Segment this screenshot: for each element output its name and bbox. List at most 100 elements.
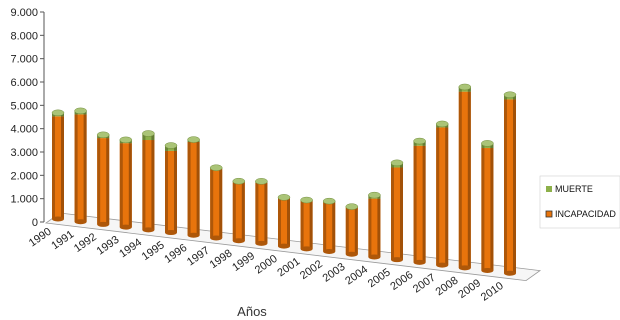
bar-group bbox=[390, 159, 404, 263]
bar-base bbox=[187, 232, 200, 238]
bar-incapacidad-shade bbox=[309, 200, 313, 249]
bar-base bbox=[504, 270, 516, 276]
x-tick-label: 1997 bbox=[185, 245, 212, 269]
bar-group bbox=[322, 197, 336, 255]
legend-label-muerte: MUERTE bbox=[555, 184, 593, 194]
bar-group bbox=[435, 120, 449, 268]
bar-incapacidad-shade bbox=[368, 198, 372, 257]
bar-base bbox=[52, 216, 64, 222]
bar-group bbox=[209, 164, 223, 241]
bar-group bbox=[74, 107, 87, 225]
bar-group bbox=[345, 203, 359, 257]
bar-incapacidad-shade bbox=[128, 143, 132, 228]
x-tick-label: 1998 bbox=[208, 247, 235, 271]
bar-group bbox=[119, 136, 133, 230]
bar-incapacidad-shade bbox=[436, 127, 440, 266]
bar-group bbox=[187, 136, 200, 238]
legend-label-incapacidad: INCAPACIDAD bbox=[555, 209, 616, 219]
bar-group bbox=[96, 131, 110, 227]
bar-base bbox=[481, 268, 494, 274]
bar-incapacidad-shade bbox=[391, 167, 394, 260]
x-tick-label: 2007 bbox=[411, 272, 438, 296]
bar-base bbox=[142, 227, 155, 233]
bar-cap bbox=[345, 203, 359, 210]
bar-incapacidad-shade bbox=[287, 198, 290, 247]
bar-incapacidad-shade bbox=[210, 169, 214, 238]
bar-base bbox=[368, 254, 381, 260]
y-tick-label: 8.000 bbox=[10, 30, 38, 42]
bar-incapacidad-shade bbox=[52, 116, 55, 219]
bar-incapacidad-shade bbox=[400, 167, 403, 260]
bar-incapacidad-shade bbox=[332, 202, 336, 252]
bar-incapacidad-shade bbox=[413, 145, 417, 263]
bar-muerte-shade bbox=[174, 145, 177, 151]
bar-incapacidad-shade bbox=[490, 148, 494, 271]
bar-cap bbox=[300, 196, 313, 204]
y-tick-label: 5.000 bbox=[10, 100, 38, 112]
bar-group bbox=[300, 196, 313, 252]
bar-cap bbox=[503, 91, 517, 98]
y-tick-label: 4.000 bbox=[10, 124, 38, 136]
bar-incapacidad-shade bbox=[142, 140, 146, 230]
bar-group bbox=[255, 178, 268, 246]
y-tick-label: 0 bbox=[32, 217, 38, 229]
bar-base bbox=[436, 262, 449, 268]
bar-cap bbox=[119, 136, 133, 144]
bar-incapacidad-shade bbox=[354, 207, 358, 255]
bar-incapacidad-shade bbox=[196, 141, 200, 236]
x-tick-label: 2002 bbox=[298, 258, 325, 282]
y-tick-label: 7.000 bbox=[10, 54, 38, 66]
bar-group bbox=[142, 130, 155, 233]
bar-cap bbox=[187, 136, 200, 143]
bar-cap bbox=[142, 130, 155, 137]
bar-incapacidad-shade bbox=[241, 182, 245, 241]
bar-incapacidad-shade bbox=[255, 182, 259, 244]
bar-base bbox=[232, 238, 245, 244]
bar-cap bbox=[277, 194, 291, 201]
x-tick-label: 2005 bbox=[366, 266, 393, 290]
bar-cap bbox=[413, 137, 426, 145]
bar-incapacidad-shade bbox=[106, 138, 110, 225]
x-tick-label: 2000 bbox=[253, 253, 280, 277]
bar-cap bbox=[209, 164, 223, 172]
bar-base bbox=[413, 259, 426, 265]
x-tick-label: 2008 bbox=[434, 274, 461, 298]
x-tick-label: 2001 bbox=[275, 255, 302, 279]
bar-incapacidad-shade bbox=[300, 200, 304, 249]
bar-base bbox=[323, 249, 336, 255]
bar-incapacidad-shade bbox=[97, 138, 101, 225]
bar-base bbox=[300, 246, 313, 252]
bar-incapacidad-shade bbox=[458, 91, 462, 268]
y-axis: 0 1.000 2.000 3.000 4.000 5.000 6.000 7.000 8.00… bbox=[10, 7, 45, 229]
bar-cap bbox=[255, 178, 268, 185]
bar-group bbox=[164, 142, 178, 236]
bar-muerte-shade bbox=[151, 133, 155, 141]
bar-base bbox=[458, 265, 471, 271]
y-tick-label: 1.000 bbox=[10, 194, 38, 206]
x-tick-label: 1990 bbox=[27, 226, 54, 250]
bar-muerte bbox=[142, 133, 155, 141]
bar-cap bbox=[232, 177, 246, 185]
bar-cap bbox=[368, 191, 381, 199]
bar-cap bbox=[74, 107, 87, 115]
bar-base bbox=[210, 235, 223, 241]
bar-group bbox=[232, 177, 246, 244]
bar-incapacidad-shade bbox=[151, 140, 155, 230]
bar-cap bbox=[164, 142, 178, 149]
x-tick-label: 1996 bbox=[162, 242, 189, 266]
bar-incapacidad-shade bbox=[445, 127, 449, 266]
bar-incapacidad-shade bbox=[219, 169, 223, 238]
x-tick-label: 2004 bbox=[343, 264, 370, 288]
bar-base bbox=[97, 221, 110, 227]
y-tick-label: 3.000 bbox=[10, 147, 38, 159]
bar-group bbox=[503, 91, 517, 276]
bar-incapacidad-shade bbox=[278, 198, 281, 247]
bar-incapacidad-shade bbox=[232, 182, 236, 241]
bar-base bbox=[74, 219, 87, 225]
bar-incapacidad-shade bbox=[264, 182, 268, 244]
bar-incapacidad-shade bbox=[467, 91, 471, 268]
bar-incapacidad-shade bbox=[377, 198, 381, 257]
x-tick-label: 2006 bbox=[388, 269, 415, 293]
y-tick-label: 6.000 bbox=[10, 77, 38, 89]
